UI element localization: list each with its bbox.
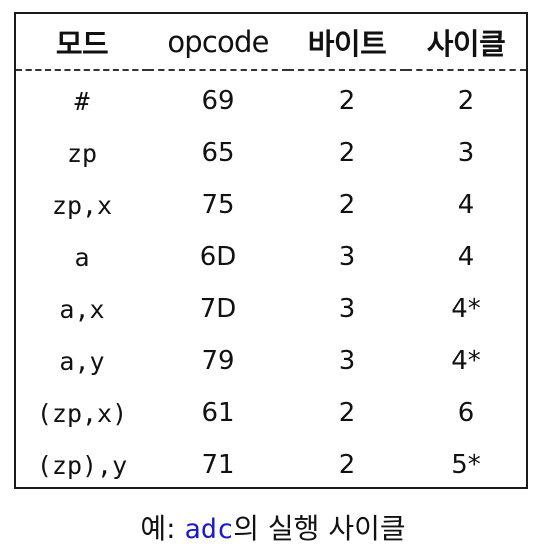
header-opcode: opcode — [148, 14, 288, 71]
cell-cycles: 4* — [451, 346, 481, 376]
table-row: (zp,x) 61 2 6 — [16, 387, 526, 439]
cell-opcode: 7D — [199, 294, 237, 324]
cell-mode: a,x — [59, 294, 105, 324]
cell-cycles: 4 — [457, 242, 475, 272]
table-row: # 69 2 2 — [16, 70, 526, 127]
header-bytes: 바이트 — [288, 14, 406, 71]
cell-cycles: 2 — [457, 86, 475, 116]
cell-bytes: 2 — [338, 398, 356, 428]
cell-bytes: 2 — [338, 190, 356, 220]
cell-opcode: 65 — [201, 138, 235, 168]
cell-bytes: 3 — [338, 294, 356, 324]
cell-mode: (zp,x) — [36, 398, 128, 428]
cell-bytes: 2 — [338, 86, 356, 116]
opcode-table-frame: 모드 opcode 바이트 사이클 # 69 2 2 zp 65 2 3 zp,… — [14, 12, 528, 489]
cell-mode: # — [74, 86, 90, 116]
cell-bytes: 2 — [338, 450, 356, 480]
cell-mode: a,y — [59, 346, 105, 376]
cell-opcode: 71 — [201, 450, 235, 480]
cell-mode: a — [74, 242, 90, 272]
cell-cycles: 3 — [457, 138, 475, 168]
cell-opcode: 69 — [201, 86, 235, 116]
cell-bytes: 2 — [338, 138, 356, 168]
table-row: (zp),y 71 2 5* — [16, 439, 526, 491]
cell-opcode: 61 — [201, 398, 235, 428]
cell-mode: zp — [66, 138, 98, 168]
cell-cycles: 4 — [457, 190, 475, 220]
cell-bytes: 3 — [338, 346, 356, 376]
cell-mode: (zp),y — [36, 450, 128, 480]
table-row: a 6D 3 4 — [16, 231, 526, 283]
caption-code: adc — [184, 514, 234, 545]
cell-opcode: 6D — [199, 242, 237, 272]
table-row: zp 65 2 3 — [16, 127, 526, 179]
cell-cycles: 4* — [451, 294, 481, 324]
table-caption: 예: adc의 실행 사이클 — [0, 507, 546, 547]
cell-mode: zp,x — [51, 190, 113, 220]
opcode-table: 모드 opcode 바이트 사이클 # 69 2 2 zp 65 2 3 zp,… — [16, 14, 526, 491]
header-cycles: 사이클 — [406, 14, 526, 71]
table-row: zp,x 75 2 4 — [16, 179, 526, 231]
cell-opcode: 75 — [201, 190, 235, 220]
table-row: a,y 79 3 4* — [16, 335, 526, 387]
cell-opcode: 79 — [201, 346, 235, 376]
table-header-row: 모드 opcode 바이트 사이클 — [16, 14, 526, 71]
cell-cycles: 6 — [457, 398, 475, 428]
header-mode: 모드 — [16, 14, 148, 71]
cell-cycles: 5* — [451, 450, 481, 480]
table-row: a,x 7D 3 4* — [16, 283, 526, 335]
caption-suffix: 의 실행 사이클 — [233, 512, 406, 545]
cell-bytes: 3 — [338, 242, 356, 272]
caption-prefix: 예: — [140, 512, 185, 545]
